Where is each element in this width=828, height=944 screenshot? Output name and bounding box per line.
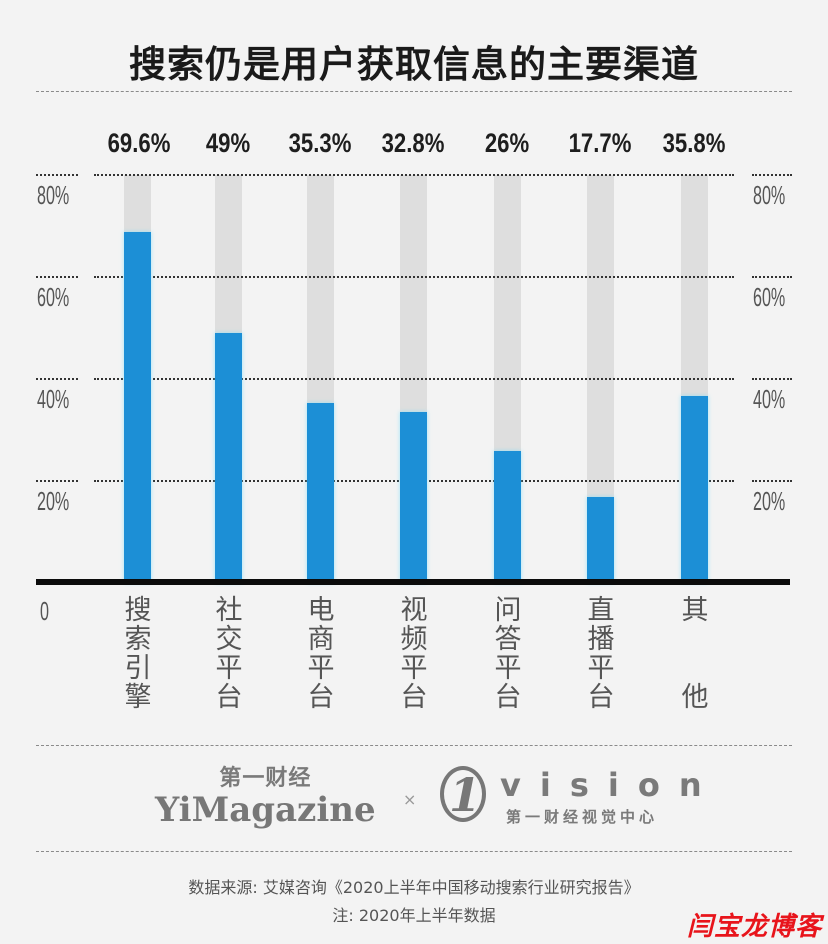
bar-video-platform xyxy=(400,412,427,583)
bar-ecommerce-platform xyxy=(307,403,334,583)
bar-qa-platform xyxy=(494,451,521,583)
logo-separator: × xyxy=(403,790,417,809)
gridline-60 xyxy=(36,276,78,278)
yimagazine-logo-en: YiMagazine xyxy=(155,790,376,830)
footer-divider-top xyxy=(36,745,792,746)
category-label-ecommerce-platform: 电商平台 xyxy=(307,595,335,713)
yimagazine-logo-cn: 第一财经 xyxy=(219,766,312,791)
gridline-60 xyxy=(752,276,792,278)
y-tick-60-right: 60% xyxy=(753,282,786,312)
gridline-40 xyxy=(752,378,792,380)
footer-divider-bottom xyxy=(36,851,792,852)
value-label: 26% xyxy=(484,128,530,158)
gridline-80 xyxy=(94,174,734,176)
chart-title: 搜索仍是用户获取信息的主要渠道 xyxy=(129,43,699,86)
x-axis-baseline xyxy=(36,579,790,585)
value-label: 17.7% xyxy=(568,128,632,158)
category-label-video-platform: 视频平台 xyxy=(400,595,428,713)
title-divider xyxy=(36,91,792,92)
vision-logo-mark: 1 xyxy=(449,768,482,822)
y-tick-80-right: 80% xyxy=(753,180,786,210)
y-tick-0: 0 xyxy=(40,596,49,626)
category-label-search-engine: 搜索引擎 xyxy=(124,595,152,713)
value-label: 35.3% xyxy=(288,128,352,158)
vision-logo-word: vision xyxy=(500,766,721,804)
value-label: 69.6% xyxy=(107,128,171,158)
category-label-social-platform: 社交平台 xyxy=(215,595,243,713)
value-label: 32.8% xyxy=(381,128,445,158)
y-tick-60-left: 60% xyxy=(37,282,70,312)
gridline-20 xyxy=(752,480,792,482)
y-tick-20-left: 20% xyxy=(37,486,70,516)
category-label-qa-platform: 问答平台 xyxy=(494,595,522,713)
y-tick-40-right: 40% xyxy=(753,384,786,414)
gridline-80 xyxy=(36,174,78,176)
y-tick-80-left: 80% xyxy=(37,180,70,210)
bar-search-engine xyxy=(124,232,151,583)
vision-logo-cn: 第一财经视觉中心 xyxy=(506,808,659,826)
category-label-live-platform: 直播平台 xyxy=(587,595,615,713)
gridline-40 xyxy=(94,378,734,380)
y-tick-20-right: 20% xyxy=(753,486,786,516)
yimagazine-logo: 第一财经 YiMagazine xyxy=(155,760,376,828)
gridline-60 xyxy=(94,276,734,278)
data-note: 注: 2020年上半年数据 xyxy=(332,906,496,925)
y-tick-40-left: 40% xyxy=(37,384,70,414)
value-label: 49% xyxy=(205,128,251,158)
data-source: 数据来源: 艾媒咨询《2020上半年中国移动搜索行业研究报告》 xyxy=(188,878,640,897)
gridline-80 xyxy=(752,174,792,176)
watermark: 闫宝龙博客 xyxy=(686,912,822,942)
bar-other xyxy=(681,396,708,583)
value-label: 35.8% xyxy=(662,128,726,158)
category-label-other: 其他 xyxy=(681,595,709,713)
vision-logo-circle-icon xyxy=(440,766,486,822)
gridline-20 xyxy=(36,480,78,482)
bar-live-platform xyxy=(587,497,614,583)
gridline-40 xyxy=(36,378,78,380)
bar-social-platform xyxy=(215,333,242,583)
